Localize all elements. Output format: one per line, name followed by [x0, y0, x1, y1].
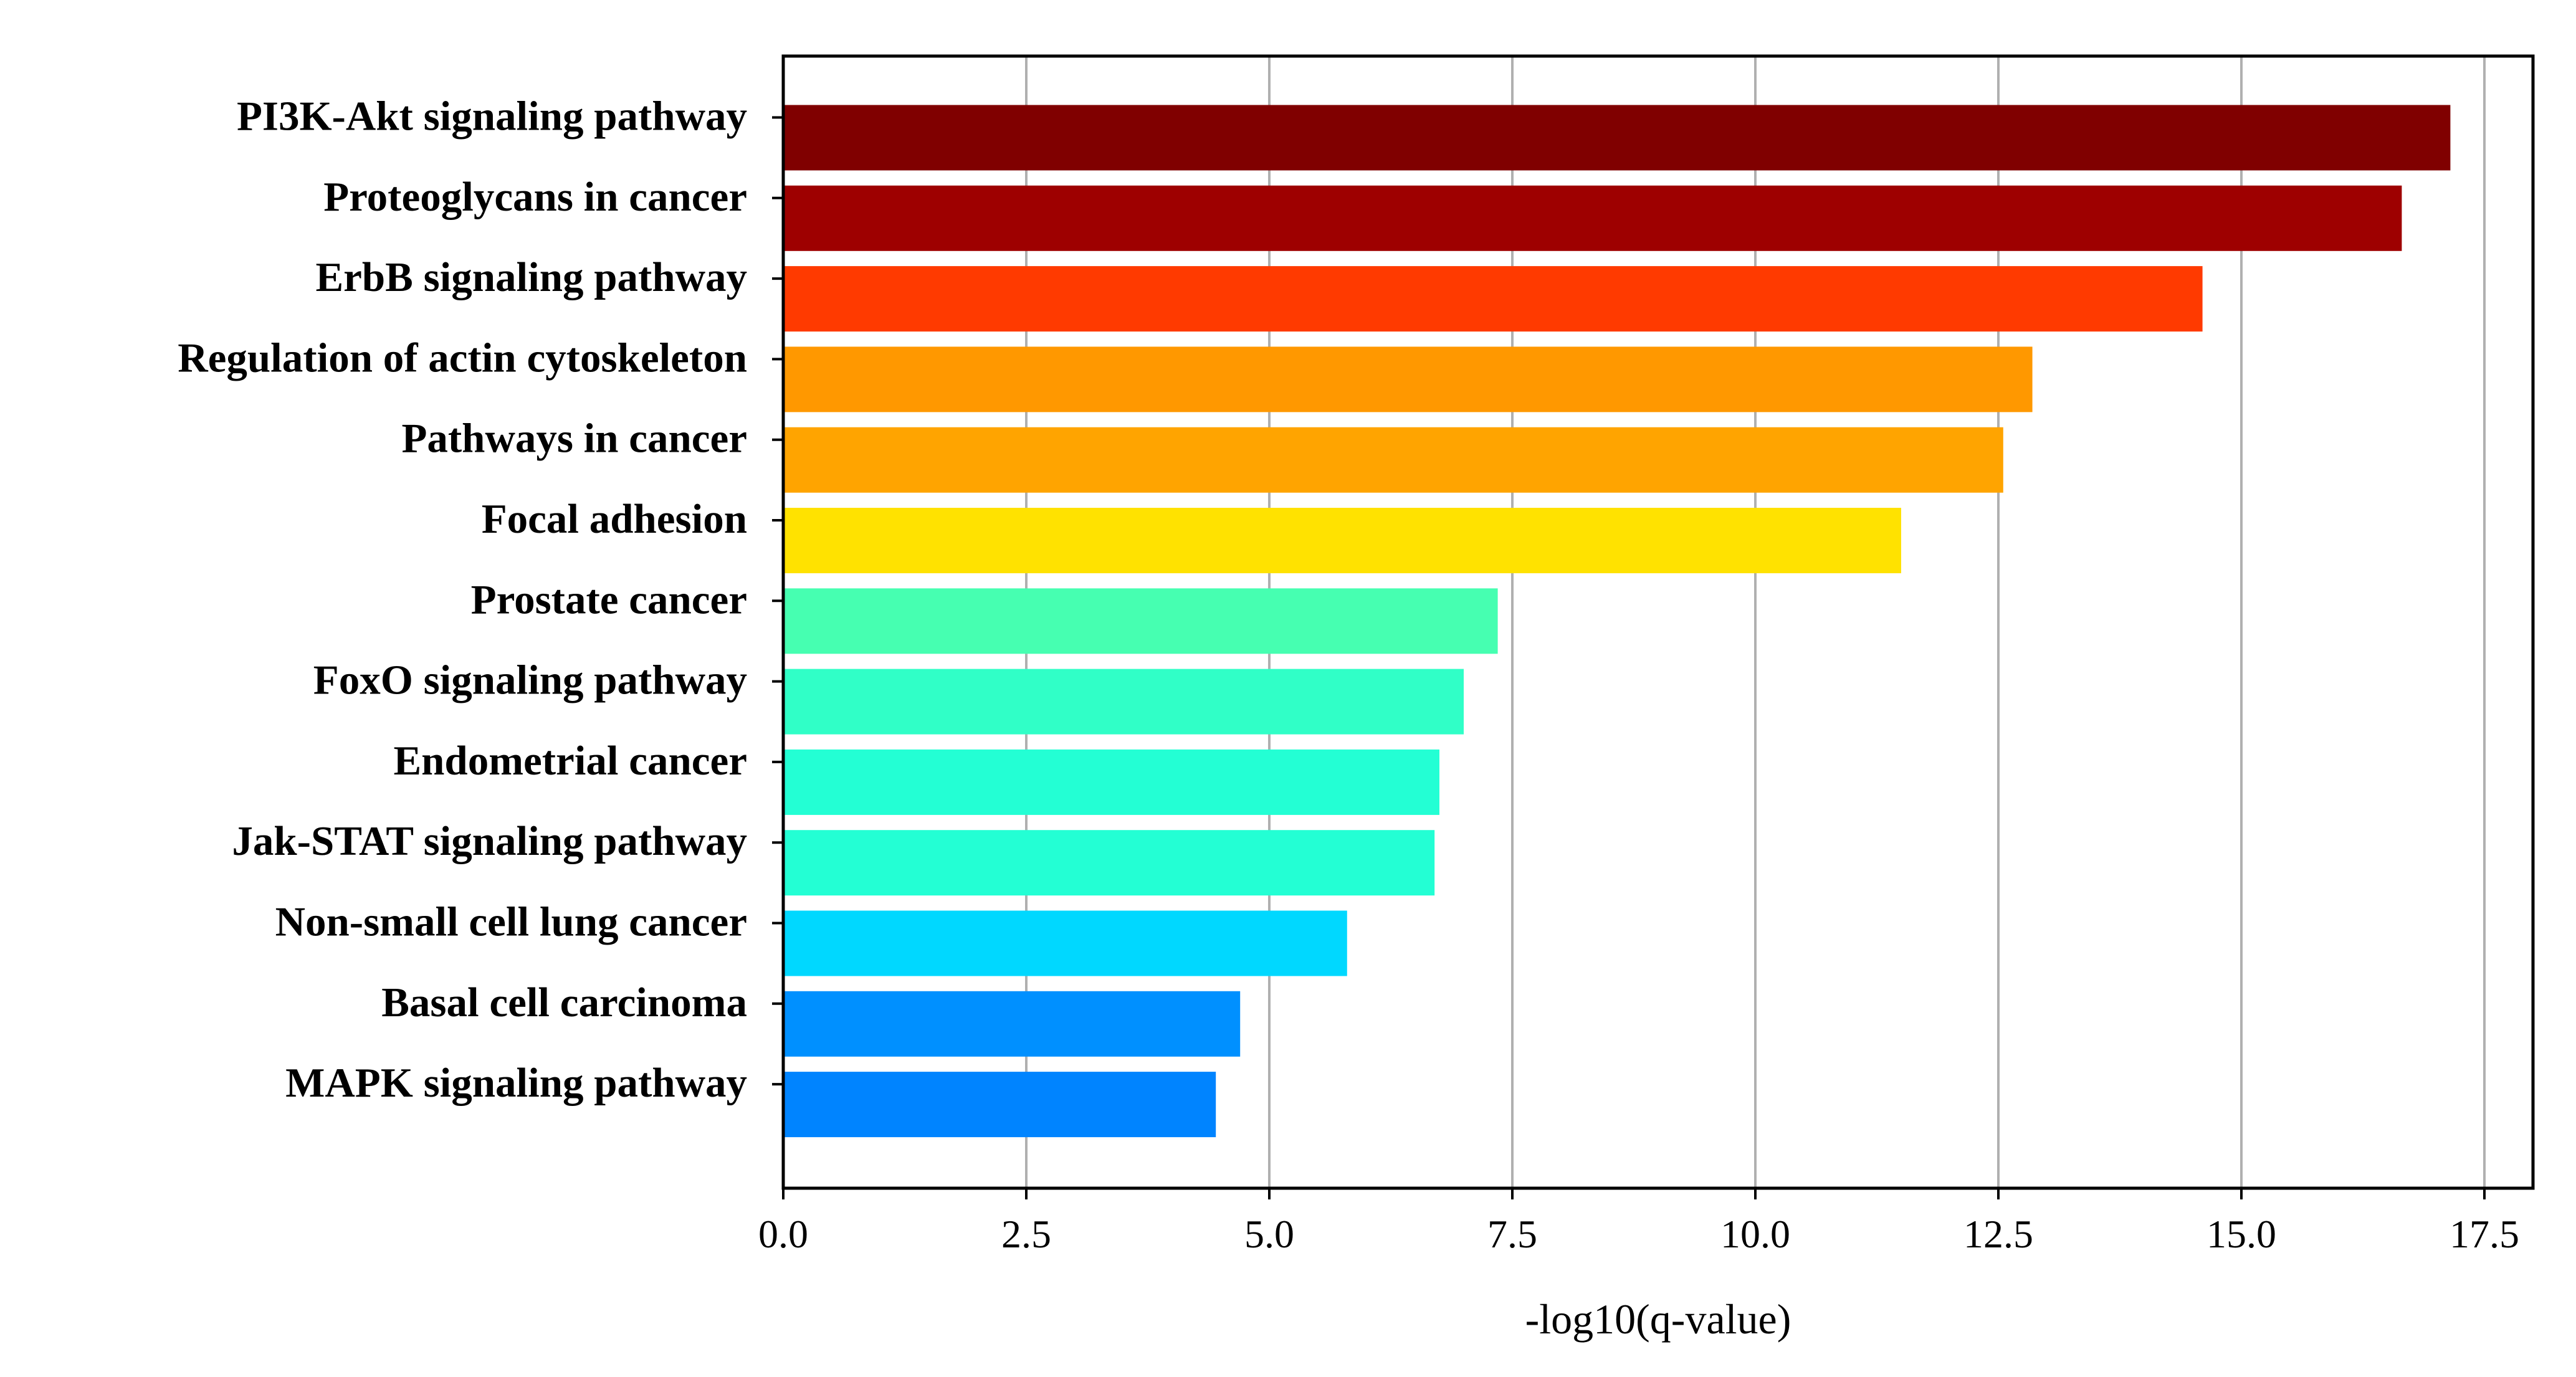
bar: [783, 1072, 1216, 1138]
bar: [783, 346, 2033, 412]
x-tick-label: 0.0: [758, 1212, 808, 1256]
category-label: Proteoglycans in cancer: [323, 174, 747, 220]
x-tick-label: 12.5: [1963, 1212, 2033, 1256]
category-label: Regulation of actin cytoskeleton: [178, 335, 747, 381]
category-label: PI3K-Akt signaling pathway: [237, 93, 747, 140]
bar: [783, 830, 1435, 896]
category-label: Endometrial cancer: [393, 738, 747, 784]
category-label: Jak-STAT signaling pathway: [232, 818, 747, 864]
category-label: MAPK signaling pathway: [285, 1060, 747, 1106]
bar: [783, 427, 2003, 493]
bar: [783, 266, 2203, 332]
x-axis-label: -log10(q-value): [1525, 1295, 1791, 1343]
x-tick-label: 15.0: [2206, 1212, 2276, 1256]
x-tick-label: 2.5: [1001, 1212, 1051, 1256]
category-label: ErbB signaling pathway: [315, 254, 747, 300]
category-label: Focal adhesion: [482, 496, 747, 542]
x-tick-label: 17.5: [2450, 1212, 2519, 1256]
x-tick-layer: 0.0 2.5 5.0 7.5 10.0 12.5 15.0 17.5: [758, 116, 2519, 1256]
bar: [783, 991, 1241, 1057]
bar-layer: [783, 105, 2451, 1138]
plot-frame: [781, 54, 2535, 1190]
bar: [783, 669, 1464, 735]
bar: [783, 910, 1347, 976]
x-tick-label: 10.0: [1720, 1212, 1790, 1256]
category-label: FoxO signaling pathway: [313, 657, 747, 703]
bar: [783, 749, 1439, 815]
x-tick-label: 5.0: [1244, 1212, 1294, 1256]
category-label: Non-small cell lung cancer: [275, 899, 747, 945]
category-label: Prostate cancer: [471, 576, 747, 622]
category-label: Pathways in cancer: [401, 416, 747, 462]
bar: [783, 105, 2451, 171]
category-label-layer: PI3K-Akt signaling pathway Proteoglycans …: [178, 93, 747, 1107]
bar: [783, 588, 1498, 654]
category-label: Basal cell carcinoma: [381, 979, 747, 1026]
bar: [783, 185, 2402, 251]
bar: [783, 508, 1901, 573]
x-tick-label: 7.5: [1487, 1212, 1537, 1256]
